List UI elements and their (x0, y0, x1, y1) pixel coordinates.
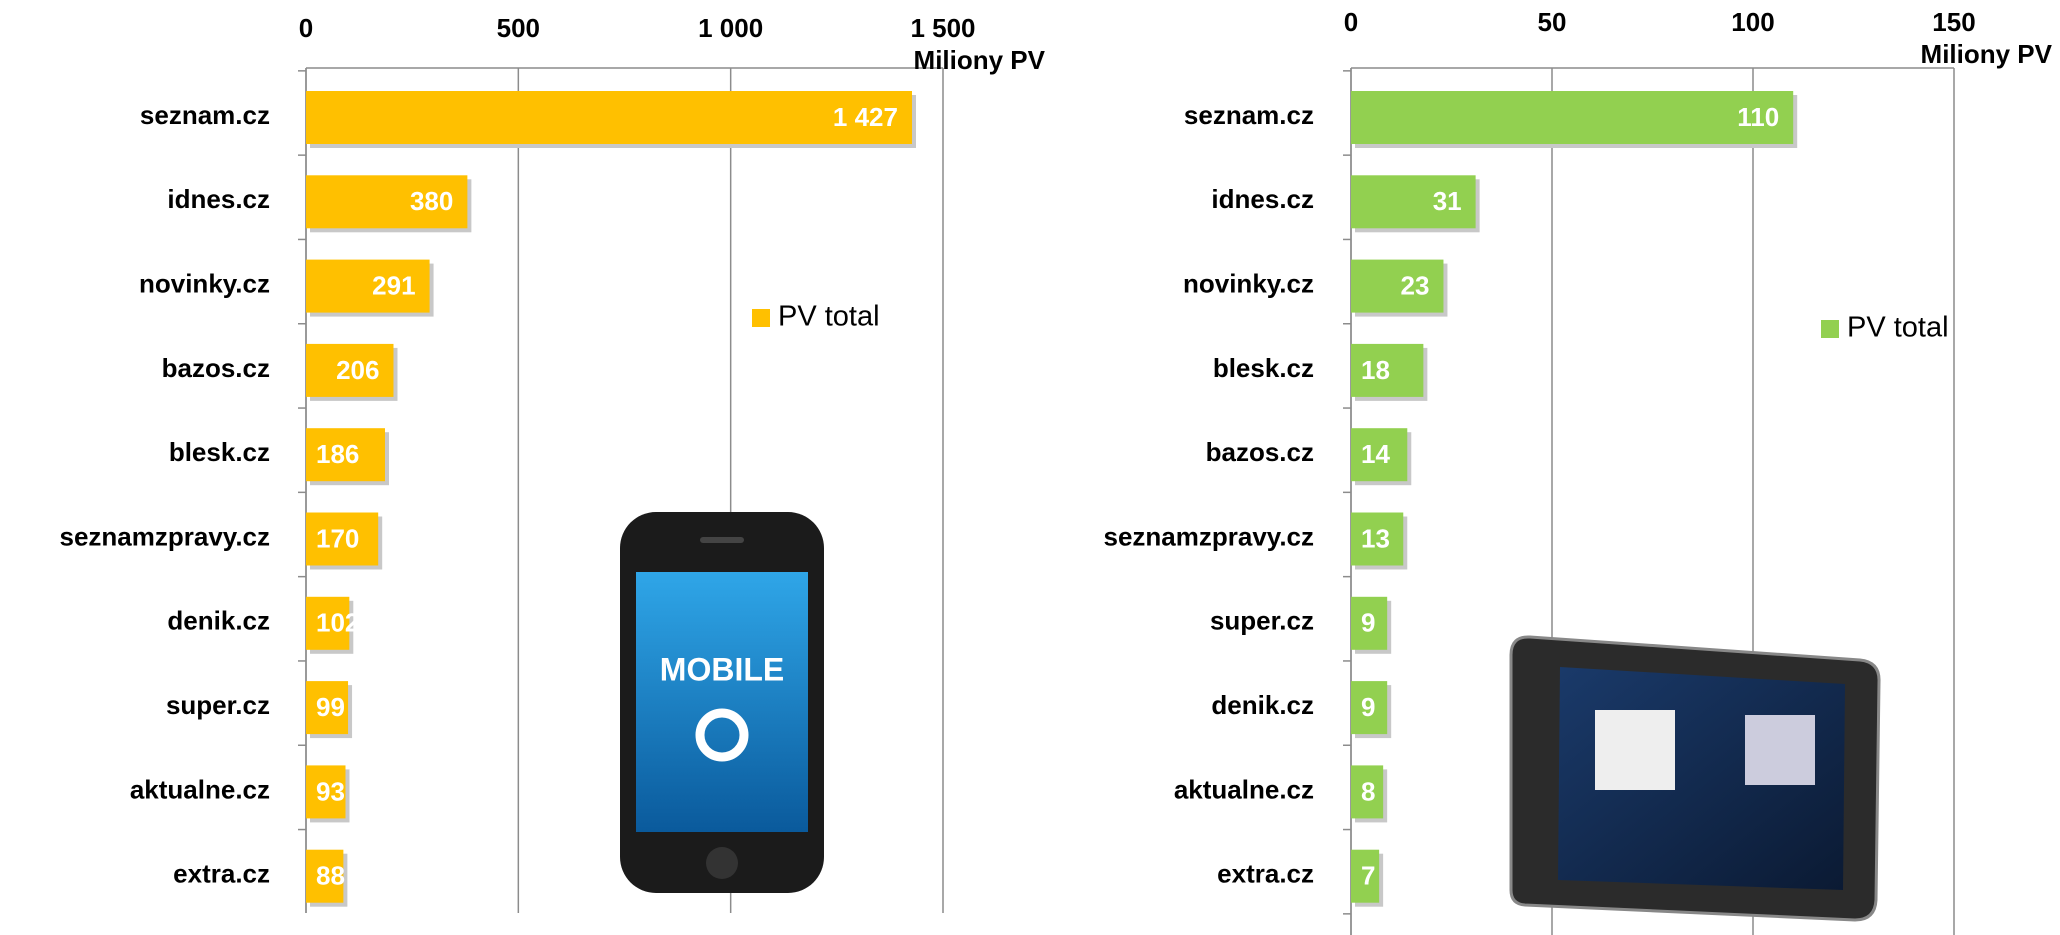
value-label: 18 (1361, 355, 1390, 385)
bar (1351, 343, 1424, 397)
legend-label: PV total (778, 301, 880, 333)
category-label: super.cz (166, 690, 270, 720)
bar (1351, 91, 1794, 144)
value-label: 9 (1361, 692, 1375, 722)
x-tick-label: 0 (1344, 7, 1358, 37)
bar (306, 91, 912, 144)
bar (1351, 175, 1476, 229)
phone-gear (695, 708, 749, 762)
value-label: 13 (1361, 523, 1390, 553)
value-label: 186 (316, 439, 359, 469)
tablet-illustration (1509, 635, 1881, 922)
x-tick-label: 1 500 (910, 13, 975, 43)
category-label: seznamzpravy.cz (1103, 521, 1314, 551)
value-label: 110 (1737, 102, 1779, 132)
value-label: 8 (1361, 776, 1375, 806)
value-label: 102 (316, 608, 359, 638)
value-label: 170 (316, 523, 359, 553)
category-label: seznam.cz (140, 100, 270, 130)
bar (1351, 259, 1444, 313)
value-label: 380 (410, 186, 453, 216)
phone-speaker (700, 537, 744, 543)
category-label: blesk.cz (1213, 353, 1314, 383)
x-axis-label: Miliony PV (1921, 39, 2053, 69)
category-label: idnes.cz (167, 184, 270, 214)
value-label: 7 (1361, 861, 1375, 891)
bar (1351, 765, 1384, 819)
bar (306, 681, 349, 735)
value-label: 99 (316, 692, 345, 722)
x-axis-label: Miliony PV (914, 45, 1046, 75)
value-label: 9 (1361, 608, 1375, 638)
value-label: 31 (1433, 186, 1462, 216)
category-label: seznamzpravy.cz (59, 521, 270, 551)
x-tick-label: 0 (299, 13, 313, 43)
bar (306, 259, 430, 313)
tablet-widget (1595, 710, 1675, 790)
phone-screen (636, 572, 808, 832)
category-label: extra.cz (173, 859, 270, 889)
category-label: bazos.cz (1206, 437, 1314, 467)
bar (1351, 849, 1380, 903)
bar (1351, 681, 1388, 735)
x-tick-label: 100 (1731, 7, 1774, 37)
legend-label: PV total (1847, 312, 1949, 344)
category-label: denik.cz (167, 606, 270, 636)
value-label: 23 (1401, 270, 1430, 300)
bar (306, 428, 385, 482)
category-label: novinky.cz (1183, 268, 1314, 298)
category-label: extra.cz (1217, 859, 1314, 889)
bar (1351, 512, 1404, 566)
bar (306, 765, 346, 819)
value-label: 14 (1361, 439, 1390, 469)
category-label: aktualne.cz (130, 774, 270, 804)
category-label: novinky.cz (139, 268, 270, 298)
value-label: 88 (316, 861, 345, 891)
legend-swatch (752, 309, 770, 327)
bar (306, 596, 350, 650)
x-tick-label: 500 (497, 13, 540, 43)
category-label: bazos.cz (162, 353, 270, 383)
phone-illustration: MOBILE (620, 512, 824, 893)
legend-swatch (1821, 320, 1839, 338)
category-label: blesk.cz (169, 437, 270, 467)
category-label: aktualne.cz (1174, 774, 1314, 804)
bar (306, 512, 379, 566)
bar (1351, 428, 1408, 482)
category-label: super.cz (1210, 606, 1314, 636)
x-tick-label: 50 (1538, 7, 1567, 37)
phone-text: MOBILE (660, 651, 784, 687)
bar (306, 343, 394, 397)
bar (306, 849, 344, 903)
category-label: denik.cz (1211, 690, 1314, 720)
bar (306, 175, 468, 229)
bar (1351, 596, 1388, 650)
x-tick-label: 150 (1932, 7, 1975, 37)
tablet-widget (1745, 715, 1815, 785)
value-label: 93 (316, 776, 345, 806)
category-label: seznam.cz (1184, 100, 1314, 130)
value-label: 291 (372, 270, 415, 300)
x-tick-label: 1 000 (698, 13, 763, 43)
value-label: 1 427 (833, 102, 898, 132)
value-label: 206 (336, 355, 379, 385)
phone-button (706, 847, 738, 879)
category-label: idnes.cz (1211, 184, 1314, 214)
